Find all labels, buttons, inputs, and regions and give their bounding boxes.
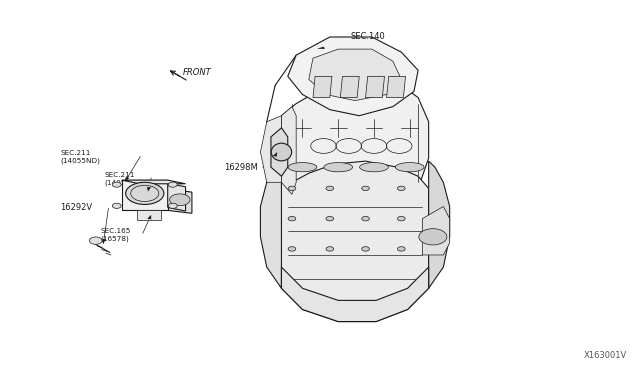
Text: 16292V: 16292V <box>60 203 92 212</box>
Polygon shape <box>313 76 332 97</box>
Circle shape <box>326 217 333 221</box>
Circle shape <box>397 186 405 190</box>
Polygon shape <box>308 49 401 100</box>
Polygon shape <box>147 187 151 192</box>
Text: X163001V: X163001V <box>584 350 627 359</box>
Circle shape <box>168 182 177 187</box>
Text: SEC.165
(16578): SEC.165 (16578) <box>100 228 131 242</box>
Polygon shape <box>282 267 429 321</box>
Circle shape <box>125 182 164 205</box>
Circle shape <box>362 217 369 221</box>
Circle shape <box>326 247 333 251</box>
Circle shape <box>90 237 102 244</box>
Polygon shape <box>122 180 186 184</box>
Polygon shape <box>365 76 385 97</box>
Polygon shape <box>282 161 429 321</box>
Ellipse shape <box>396 163 424 172</box>
Polygon shape <box>125 177 129 182</box>
Circle shape <box>288 247 296 251</box>
Circle shape <box>397 217 405 221</box>
Text: SEC.211
(14055NC): SEC.211 (14055NC) <box>104 172 144 186</box>
Text: SEC.140: SEC.140 <box>351 32 385 41</box>
Polygon shape <box>168 189 192 213</box>
Polygon shape <box>260 161 282 288</box>
Polygon shape <box>260 116 282 182</box>
Polygon shape <box>122 180 168 211</box>
Circle shape <box>419 229 447 245</box>
Polygon shape <box>387 76 406 97</box>
Polygon shape <box>273 152 277 157</box>
Circle shape <box>168 203 177 208</box>
Polygon shape <box>282 79 429 225</box>
Polygon shape <box>422 206 450 255</box>
Circle shape <box>288 186 296 190</box>
Polygon shape <box>288 37 418 116</box>
Polygon shape <box>282 107 296 195</box>
Circle shape <box>362 247 369 251</box>
Ellipse shape <box>288 163 317 172</box>
Ellipse shape <box>271 143 292 161</box>
Circle shape <box>112 203 121 208</box>
Polygon shape <box>147 215 151 219</box>
Polygon shape <box>340 76 359 97</box>
Polygon shape <box>429 161 450 288</box>
Ellipse shape <box>360 163 388 172</box>
Circle shape <box>288 217 296 221</box>
Circle shape <box>326 186 333 190</box>
Polygon shape <box>271 128 288 176</box>
Polygon shape <box>137 211 161 219</box>
Text: 16298M: 16298M <box>225 163 258 172</box>
Polygon shape <box>102 239 106 244</box>
Circle shape <box>397 247 405 251</box>
Circle shape <box>112 182 121 187</box>
Circle shape <box>362 186 369 190</box>
Polygon shape <box>317 46 324 49</box>
Polygon shape <box>168 183 186 211</box>
Text: SEC.211
(14055ND): SEC.211 (14055ND) <box>60 150 100 164</box>
Text: FRONT: FRONT <box>183 68 212 77</box>
Ellipse shape <box>324 163 353 172</box>
Circle shape <box>170 194 190 206</box>
